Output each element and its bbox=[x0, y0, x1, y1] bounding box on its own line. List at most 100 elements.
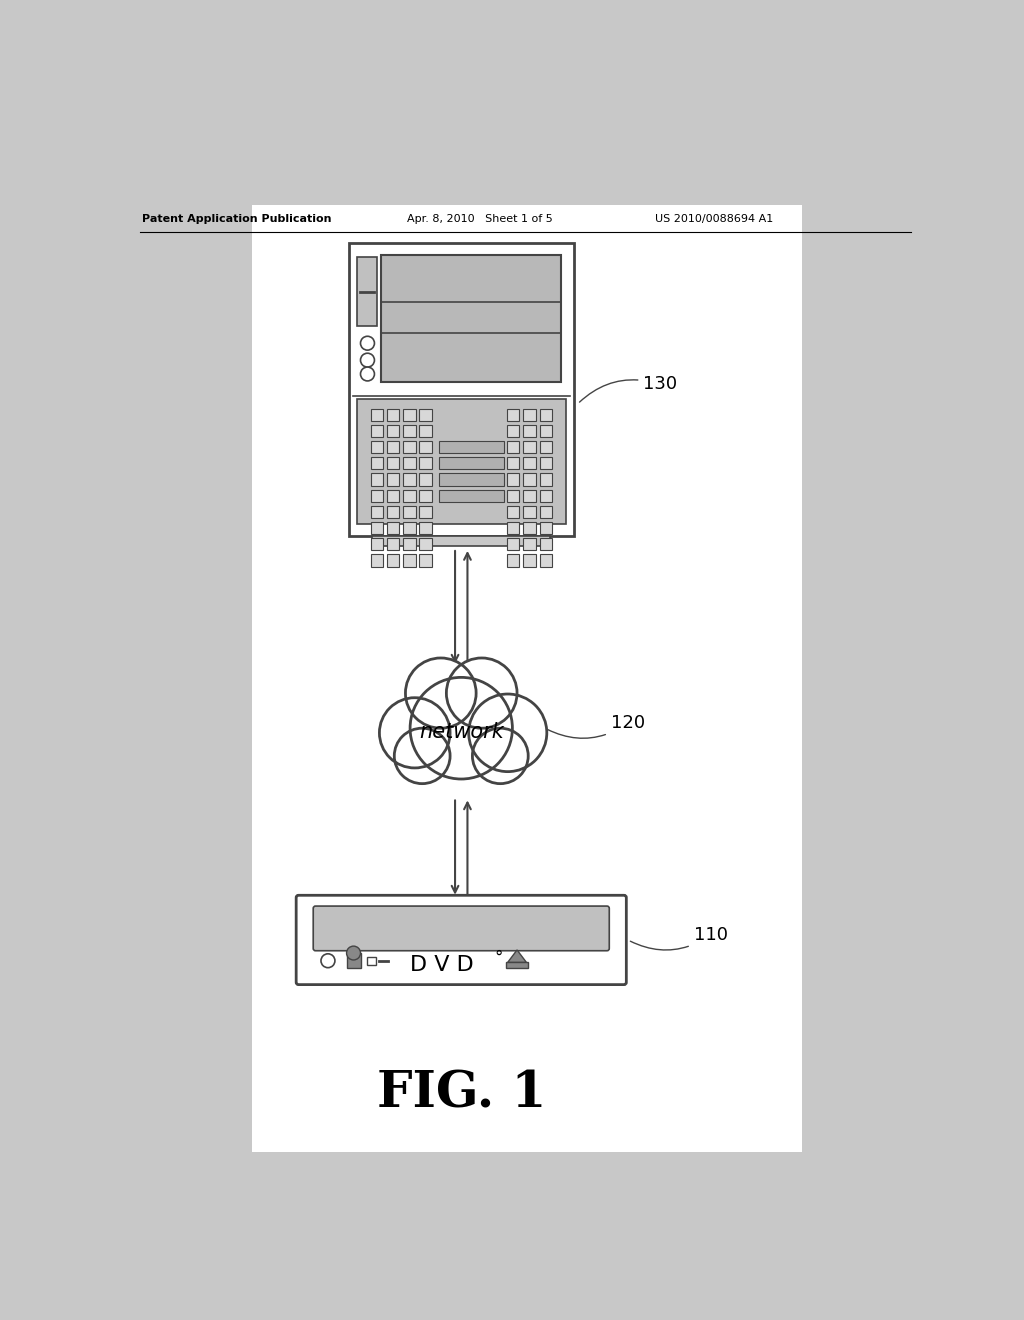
Bar bbox=[403, 441, 416, 453]
Bar bbox=[387, 474, 399, 486]
Bar bbox=[523, 506, 536, 517]
Bar bbox=[346, 953, 360, 969]
Bar bbox=[371, 539, 383, 550]
Bar bbox=[420, 554, 432, 566]
Bar bbox=[540, 474, 552, 486]
Bar bbox=[523, 457, 536, 470]
Bar bbox=[523, 554, 536, 566]
Bar bbox=[540, 539, 552, 550]
Bar bbox=[540, 490, 552, 502]
Circle shape bbox=[469, 694, 547, 772]
Bar bbox=[523, 490, 536, 502]
Bar bbox=[371, 409, 383, 421]
Text: network: network bbox=[419, 722, 504, 742]
Bar bbox=[252, 205, 802, 1151]
Circle shape bbox=[472, 729, 528, 784]
Bar bbox=[371, 457, 383, 470]
Circle shape bbox=[406, 657, 476, 729]
Bar bbox=[507, 539, 519, 550]
Bar bbox=[371, 490, 383, 502]
Bar bbox=[371, 474, 383, 486]
Circle shape bbox=[346, 946, 360, 960]
Bar bbox=[507, 441, 519, 453]
Bar bbox=[403, 474, 416, 486]
Bar bbox=[367, 957, 376, 965]
Bar bbox=[540, 554, 552, 566]
Circle shape bbox=[394, 729, 451, 784]
Bar bbox=[356, 257, 377, 326]
Bar bbox=[403, 490, 416, 502]
FancyBboxPatch shape bbox=[296, 895, 627, 985]
Bar bbox=[403, 409, 416, 421]
Bar bbox=[523, 521, 536, 535]
Bar bbox=[403, 425, 416, 437]
Bar bbox=[420, 521, 432, 535]
Bar bbox=[507, 521, 519, 535]
Circle shape bbox=[360, 337, 375, 350]
Bar bbox=[507, 474, 519, 486]
Bar bbox=[356, 400, 566, 524]
Bar bbox=[371, 425, 383, 437]
Circle shape bbox=[410, 677, 512, 779]
Bar bbox=[523, 539, 536, 550]
Bar bbox=[507, 409, 519, 421]
Bar bbox=[420, 409, 432, 421]
Bar bbox=[540, 457, 552, 470]
Bar bbox=[438, 490, 504, 502]
Bar bbox=[507, 425, 519, 437]
Bar bbox=[420, 425, 432, 437]
Circle shape bbox=[446, 657, 517, 729]
Bar bbox=[523, 425, 536, 437]
Bar bbox=[420, 490, 432, 502]
Bar bbox=[381, 255, 561, 381]
Bar bbox=[540, 441, 552, 453]
Text: Patent Application Publication: Patent Application Publication bbox=[142, 214, 332, 224]
Bar bbox=[523, 441, 536, 453]
Bar bbox=[403, 521, 416, 535]
Circle shape bbox=[321, 954, 335, 968]
Bar bbox=[387, 539, 399, 550]
Bar bbox=[540, 521, 552, 535]
Bar bbox=[387, 554, 399, 566]
Circle shape bbox=[360, 354, 375, 367]
Bar bbox=[438, 457, 504, 470]
Bar bbox=[507, 506, 519, 517]
Bar bbox=[420, 441, 432, 453]
Bar bbox=[403, 539, 416, 550]
Polygon shape bbox=[508, 950, 526, 962]
Bar bbox=[387, 506, 399, 517]
Bar bbox=[438, 474, 504, 486]
Text: Apr. 8, 2010   Sheet 1 of 5: Apr. 8, 2010 Sheet 1 of 5 bbox=[407, 214, 553, 224]
Bar bbox=[387, 441, 399, 453]
Bar bbox=[372, 536, 550, 546]
Bar bbox=[371, 554, 383, 566]
Bar bbox=[420, 539, 432, 550]
Text: 120: 120 bbox=[548, 714, 645, 738]
Bar bbox=[540, 425, 552, 437]
Bar bbox=[420, 457, 432, 470]
Text: D V D: D V D bbox=[410, 954, 474, 974]
Bar bbox=[371, 441, 383, 453]
Bar bbox=[387, 425, 399, 437]
Bar bbox=[371, 506, 383, 517]
Bar bbox=[438, 441, 504, 453]
Bar bbox=[506, 962, 528, 969]
Bar bbox=[403, 554, 416, 566]
Text: 110: 110 bbox=[631, 925, 728, 950]
Bar bbox=[387, 409, 399, 421]
Bar bbox=[540, 506, 552, 517]
Bar bbox=[507, 457, 519, 470]
Bar bbox=[387, 490, 399, 502]
Bar bbox=[403, 506, 416, 517]
Text: FIG. 1: FIG. 1 bbox=[377, 1069, 546, 1118]
Bar bbox=[387, 521, 399, 535]
Bar bbox=[420, 506, 432, 517]
Bar bbox=[387, 457, 399, 470]
Bar bbox=[507, 554, 519, 566]
Text: °: ° bbox=[495, 949, 503, 966]
Bar bbox=[523, 409, 536, 421]
Text: 130: 130 bbox=[580, 375, 678, 403]
Bar bbox=[403, 457, 416, 470]
Bar bbox=[540, 409, 552, 421]
Text: US 2010/0088694 A1: US 2010/0088694 A1 bbox=[655, 214, 773, 224]
